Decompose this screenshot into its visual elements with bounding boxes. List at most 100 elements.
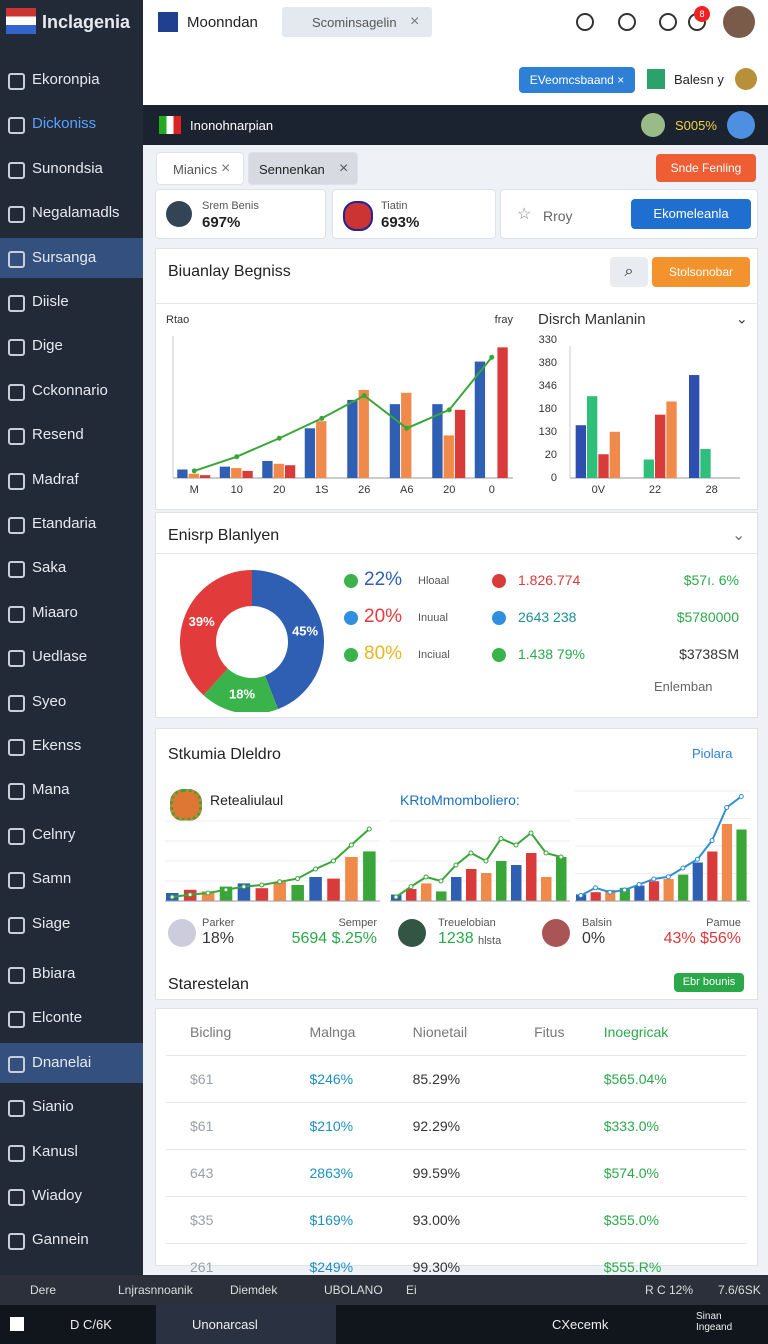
column-header: Malnga <box>308 1009 412 1056</box>
sidebar-item[interactable]: Cckonnario <box>0 371 143 411</box>
sidebar-item[interactable]: Elconte <box>0 998 143 1038</box>
bar <box>511 865 522 901</box>
panel-subtitle: Starestelan <box>168 976 249 993</box>
sidebar-item[interactable]: Syeo <box>0 682 143 722</box>
sidebar-item[interactable]: Dickoniss <box>0 104 143 144</box>
sidebar-item[interactable]: Ekoronpia <box>0 60 143 100</box>
status-item[interactable]: Dere <box>30 1283 57 1297</box>
sidebar-item[interactable]: Resend <box>0 415 143 455</box>
legend-dot <box>492 648 506 662</box>
status-item[interactable]: Diemdek <box>230 1283 278 1297</box>
taskbar: D C/6K Unonarcasl CXecemk Sinan Ingeand <box>0 1305 768 1344</box>
sidebar-item[interactable]: Siage <box>0 904 143 944</box>
line-point <box>423 874 429 880</box>
bar <box>199 475 211 478</box>
sidebar-item[interactable]: Madraf <box>0 460 143 500</box>
status-item[interactable]: UBOLANO <box>324 1283 383 1297</box>
table-cell: 92.29% <box>411 1102 534 1150</box>
sidebar-item[interactable]: Celnry <box>0 815 143 855</box>
sidebar-item[interactable]: Mana <box>0 770 143 810</box>
icon[interactable] <box>659 13 677 31</box>
app-icon <box>158 12 178 32</box>
sidebar-item[interactable]: Dige <box>0 326 143 366</box>
sidebar-item[interactable]: Uedlase <box>0 637 143 677</box>
icon[interactable] <box>576 13 594 31</box>
tab[interactable]: Scominsagelin × <box>282 7 432 37</box>
status-item[interactable]: Lnjrasnnoanik <box>118 1283 193 1297</box>
avatar[interactable] <box>723 6 755 38</box>
line-point <box>558 854 564 860</box>
sidebar-item[interactable]: Sunondsia <box>0 149 143 189</box>
card: ☆ Rroy Ekomeleanla <box>500 189 758 239</box>
sidebar-item[interactable]: Dnanelai <box>0 1042 143 1083</box>
line-point <box>724 805 730 810</box>
legend-dot <box>492 574 506 588</box>
sidebar-item[interactable]: Wiadoy <box>0 1176 143 1216</box>
sidebar-item[interactable]: Sursanga <box>0 237 143 278</box>
menu-button[interactable] <box>727 111 755 139</box>
sidebar-item[interactable]: Bbiara <box>0 954 143 994</box>
status-item[interactable]: R C 12% <box>645 1283 694 1297</box>
table-row[interactable]: $61 $246% 85.29% $565.04% <box>166 1055 746 1103</box>
panel-title: Stkumia Dleldro <box>168 746 281 763</box>
sidebar-item[interactable]: Ekenss <box>0 726 143 766</box>
stat-value: 1238 <box>438 930 474 947</box>
bar <box>262 460 273 478</box>
legend-count: 1.438 79% <box>518 646 585 662</box>
tab[interactable]: Sennenkan × <box>248 152 358 185</box>
bar <box>309 877 322 901</box>
table-panel: Bicling Malnga Nionetail Fitus Inoegricak $61… <box>155 1008 758 1291</box>
line-point <box>277 879 283 885</box>
sidebar-item[interactable]: Miaaro <box>0 593 143 633</box>
close-icon[interactable]: × <box>221 160 231 177</box>
sidebar-item[interactable]: Etandaria <box>0 504 143 544</box>
task-item[interactable]: Unonarcasl <box>192 1317 258 1332</box>
close-icon[interactable]: × <box>339 160 349 177</box>
bar <box>389 404 401 478</box>
bar-chart: M 10 20 1S 26 A6 20 0 Rtao fray <box>166 314 513 496</box>
bar <box>736 829 747 901</box>
sidebar-item[interactable]: Kanusl <box>0 1132 143 1172</box>
sidebar-item[interactable]: Sianio <box>0 1087 143 1127</box>
line-point <box>709 838 715 843</box>
table-cell: $333.0% <box>602 1102 746 1150</box>
chevron[interactable]: ⌄ <box>732 527 746 544</box>
tab-button[interactable]: Snde Fenling <box>656 154 756 182</box>
data-label: 18% <box>229 687 255 702</box>
status-item[interactable]: 7.6/6SK <box>718 1283 761 1297</box>
line-point <box>408 884 414 890</box>
sidebar-item[interactable]: Negalamadls <box>0 193 143 233</box>
search-button[interactable]: ⌕ <box>610 257 648 287</box>
sidebar-item[interactable]: Samn <box>0 859 143 899</box>
bar <box>177 469 188 478</box>
table-row[interactable]: $35 $169% 93.00% $355.0% <box>166 1196 746 1244</box>
y-tick-label: 330 <box>539 334 557 346</box>
table: Bicling Malnga Nionetail Fitus Inoegricak $61… <box>166 1009 746 1291</box>
panel-link[interactable]: Piolara <box>692 746 733 761</box>
bar <box>526 853 537 901</box>
icon[interactable] <box>618 13 636 31</box>
tab[interactable]: Mianics × <box>156 152 244 185</box>
table-row[interactable]: 643 2863% 99.59% $574.0% <box>166 1149 746 1197</box>
task-item[interactable]: D C/6K <box>70 1317 112 1332</box>
bar <box>481 873 492 901</box>
table-cell: $210% <box>308 1102 412 1150</box>
card-button[interactable]: Ekomeleanla <box>631 199 751 229</box>
panel-button[interactable]: Stolsonobar <box>652 257 750 287</box>
sidebar-item[interactable]: Gannein <box>0 1220 143 1260</box>
line-point <box>489 354 495 360</box>
sidebar-item[interactable]: Diisle <box>0 282 143 322</box>
task-item[interactable] <box>156 1305 336 1344</box>
filter-button[interactable]: EVeomcsbaand × <box>519 67 635 93</box>
sidebar-item[interactable]: Saka <box>0 548 143 588</box>
table-row[interactable]: $61 $210% 92.29% $333.0% <box>166 1102 746 1150</box>
card-value: 697% <box>202 214 241 231</box>
task-item[interactable]: Sinan Ingeand <box>696 1311 733 1333</box>
start-button[interactable] <box>10 1317 24 1331</box>
close-icon[interactable]: × <box>410 13 420 30</box>
card-label: Tiatin <box>381 200 408 212</box>
divider <box>156 303 757 304</box>
status-item[interactable]: Ei <box>406 1283 417 1297</box>
task-item[interactable]: CXecemk <box>552 1317 609 1332</box>
